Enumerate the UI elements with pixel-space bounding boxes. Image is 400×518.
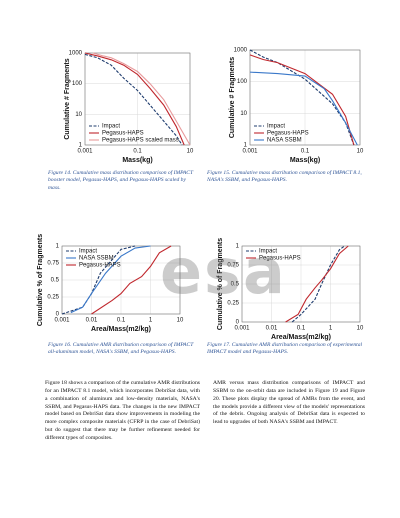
y-tick-label: 1 bbox=[79, 143, 83, 149]
x-axis-title: Mass(kg) bbox=[290, 157, 320, 164]
y-tick-label: 0.5 bbox=[51, 278, 60, 284]
x-tick-label: 0.01 bbox=[86, 318, 98, 324]
chart: 0 0.25 0.5 0.75 1 0.001 0.01 0.1 1 10 Area/Mass(m2… bbox=[217, 238, 364, 341]
legend-label: Pegasus-HAPS bbox=[79, 263, 121, 269]
legend-label: Pegasus-HAPS bbox=[267, 131, 309, 137]
y-tick-label: 1000 bbox=[234, 48, 248, 54]
legend-label: Impact bbox=[259, 249, 277, 255]
plot-frame bbox=[61, 245, 181, 315]
y-tick-label: 10 bbox=[75, 112, 82, 118]
x-tick-label: 0.001 bbox=[77, 149, 93, 155]
chart: 1 10 100 1000 0.001 0.1 10 Mass(kg) Cumulative #… bbox=[64, 51, 194, 164]
legend-label: NASA SSBM bbox=[267, 138, 302, 144]
data-line bbox=[84, 53, 183, 146]
x-tick-label: 0.1 bbox=[297, 326, 306, 332]
plot-frame bbox=[84, 52, 191, 146]
x-tick-label: 10 bbox=[357, 149, 364, 155]
y-tick-label: 0.75 bbox=[47, 261, 59, 267]
y-tick-label: 1 bbox=[244, 143, 248, 149]
legend-label: Impact bbox=[102, 124, 120, 130]
y-tick-label: 0 bbox=[236, 320, 240, 326]
caption: Figure 14. Cumulative mass distribution … bbox=[48, 170, 194, 191]
data-line bbox=[84, 52, 185, 146]
legend-label: Pegasus-HAPS bbox=[102, 131, 144, 137]
x-tick-label: 1 bbox=[329, 326, 333, 332]
legend-label: Impact bbox=[267, 124, 285, 130]
x-tick-label: 0.1 bbox=[117, 318, 126, 324]
paragraph: AMR versus mass distribution comparisons… bbox=[213, 380, 365, 426]
data-line bbox=[249, 54, 355, 146]
legend-label: Pegasus-HAPS scaled mass bbox=[102, 138, 179, 144]
y-tick-label: 1 bbox=[236, 244, 240, 250]
y-axis-title: Cumulative % of Fragments bbox=[217, 238, 224, 330]
plot-frame bbox=[249, 49, 361, 146]
caption: Figure 17. Cumulative AMR distribution c… bbox=[207, 342, 363, 356]
y-tick-label: 0.25 bbox=[227, 301, 239, 307]
legend-label: Impact bbox=[79, 249, 97, 255]
data-line bbox=[70, 245, 151, 314]
x-tick-label: 10 bbox=[177, 318, 184, 324]
x-tick-label: 0.001 bbox=[234, 326, 250, 332]
y-tick-label: 0.25 bbox=[47, 295, 59, 301]
y-tick-label: 100 bbox=[72, 81, 83, 87]
data-line bbox=[91, 245, 172, 315]
x-tick-label: 0.001 bbox=[54, 318, 70, 324]
x-tick-label: 0.1 bbox=[133, 149, 142, 155]
data-line bbox=[92, 52, 191, 146]
y-axis-title: Cumulative % of Fragments bbox=[37, 234, 44, 326]
x-tick-label: 10 bbox=[187, 149, 194, 155]
caption: Figure 15. Cumulative mass distribution … bbox=[207, 170, 362, 184]
chart: 1 10 100 1000 0.001 0.1 10 Mass(kg) Cumulative #… bbox=[229, 48, 364, 164]
x-tick-label: 0.01 bbox=[266, 326, 278, 332]
data-line bbox=[61, 245, 136, 315]
x-tick-label: 0.001 bbox=[242, 149, 258, 155]
data-line bbox=[285, 245, 349, 323]
x-axis-title: Area/Mass(m2/kg) bbox=[271, 334, 331, 341]
y-tick-label: 1000 bbox=[69, 51, 83, 57]
chart: 0 0.25 0.5 0.75 1 0.001 0.01 0.1 1 10 Area/Mass(m2… bbox=[37, 234, 184, 333]
caption: Figure 16. Cumulative AMR distribution c… bbox=[48, 342, 194, 356]
legend-label: Pegasus-HAPS bbox=[259, 256, 301, 262]
paragraph: Figure 18 shows a comparison of the cumu… bbox=[45, 380, 200, 442]
x-tick-label: 10 bbox=[357, 326, 364, 332]
x-axis-title: Area/Mass(m2/kg) bbox=[91, 326, 151, 333]
y-axis-title: Cumulative # Fragments bbox=[64, 58, 71, 139]
data-line bbox=[291, 245, 345, 323]
y-tick-label: 100 bbox=[237, 79, 248, 85]
legend-label: NASA SSBM bbox=[79, 256, 114, 262]
y-tick-label: 1 bbox=[56, 244, 60, 250]
x-tick-label: 1 bbox=[149, 318, 153, 324]
y-tick-label: 0.5 bbox=[231, 282, 240, 288]
y-tick-label: 10 bbox=[240, 111, 247, 117]
x-axis-title: Mass(kg) bbox=[122, 157, 152, 164]
y-tick-label: 0.75 bbox=[227, 263, 239, 269]
plot-frame bbox=[241, 245, 361, 323]
data-line bbox=[249, 71, 358, 146]
x-tick-label: 0.1 bbox=[301, 149, 310, 155]
y-axis-title: Cumulative # Fragments bbox=[229, 57, 236, 138]
y-tick-label: 0 bbox=[56, 312, 60, 318]
